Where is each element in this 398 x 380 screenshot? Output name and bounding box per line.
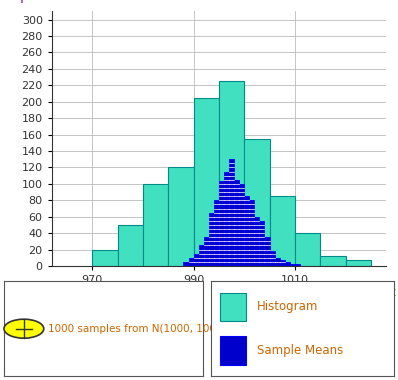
X-axis label: x: x xyxy=(389,287,396,299)
Bar xyxy=(219,81,244,266)
Bar xyxy=(193,98,219,266)
Bar xyxy=(345,260,371,266)
Bar xyxy=(290,264,295,266)
Bar xyxy=(220,336,246,365)
Text: Histogram: Histogram xyxy=(257,300,318,313)
Bar xyxy=(249,200,254,266)
Bar xyxy=(280,260,285,266)
Bar xyxy=(220,293,246,321)
Bar xyxy=(295,264,300,266)
Bar xyxy=(269,196,295,266)
Bar xyxy=(265,237,269,266)
Bar xyxy=(168,168,193,266)
Bar xyxy=(275,258,280,266)
Bar xyxy=(199,245,204,266)
Bar xyxy=(219,181,224,266)
Bar xyxy=(183,262,189,266)
Bar xyxy=(320,256,345,266)
Bar xyxy=(209,213,214,266)
Bar xyxy=(224,171,229,266)
Bar xyxy=(204,237,209,266)
Bar xyxy=(254,217,259,266)
Bar xyxy=(193,254,199,266)
Bar xyxy=(259,221,265,266)
Text: 1000 samples from N(1000, 100): 1000 samples from N(1000, 100) xyxy=(48,324,220,334)
Y-axis label: f: f xyxy=(20,0,24,6)
Bar xyxy=(269,251,275,266)
Bar xyxy=(285,262,290,266)
Bar xyxy=(239,184,244,266)
Bar xyxy=(117,225,143,266)
Bar xyxy=(244,196,249,266)
Bar xyxy=(234,180,239,266)
Bar xyxy=(189,258,193,266)
Bar xyxy=(92,250,117,266)
Bar xyxy=(295,233,320,266)
Bar xyxy=(214,200,219,266)
Text: Sample Means: Sample Means xyxy=(257,344,343,357)
Bar xyxy=(143,184,168,266)
Circle shape xyxy=(4,319,44,338)
Bar xyxy=(244,139,269,266)
Bar xyxy=(229,159,234,266)
